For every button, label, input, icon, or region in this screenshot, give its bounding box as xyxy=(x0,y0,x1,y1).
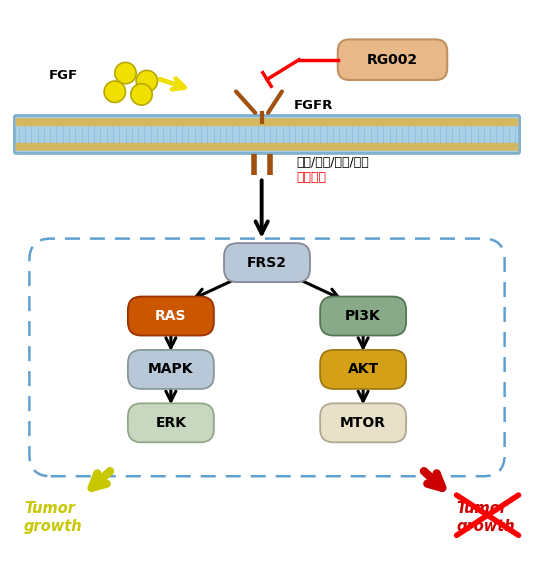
Text: PI3K: PI3K xyxy=(345,309,381,323)
Text: 融合/重排/突变/扩增: 融合/重排/突变/扩增 xyxy=(296,157,369,169)
Text: 耗药突变: 耗药突变 xyxy=(296,171,326,184)
Text: AKT: AKT xyxy=(348,363,379,377)
FancyBboxPatch shape xyxy=(320,297,406,336)
Text: FGF: FGF xyxy=(48,69,77,82)
Circle shape xyxy=(104,81,125,102)
Circle shape xyxy=(115,62,136,84)
FancyBboxPatch shape xyxy=(128,297,214,336)
FancyBboxPatch shape xyxy=(128,350,214,389)
Text: FGFR: FGFR xyxy=(294,99,333,112)
FancyBboxPatch shape xyxy=(14,116,520,154)
Text: MAPK: MAPK xyxy=(148,363,194,377)
FancyBboxPatch shape xyxy=(15,142,519,151)
Text: RG002: RG002 xyxy=(367,53,418,67)
Text: RAS: RAS xyxy=(155,309,186,323)
Text: ERK: ERK xyxy=(155,416,186,430)
FancyBboxPatch shape xyxy=(224,243,310,282)
Circle shape xyxy=(131,84,152,105)
Text: Tumor
growth: Tumor growth xyxy=(457,501,515,534)
FancyBboxPatch shape xyxy=(128,404,214,442)
Text: MTOR: MTOR xyxy=(340,416,386,430)
FancyBboxPatch shape xyxy=(320,404,406,442)
Text: FRS2: FRS2 xyxy=(247,256,287,270)
Circle shape xyxy=(136,71,158,92)
FancyBboxPatch shape xyxy=(337,39,447,80)
FancyBboxPatch shape xyxy=(320,350,406,389)
Text: Tumor
growth: Tumor growth xyxy=(24,501,83,534)
FancyBboxPatch shape xyxy=(15,118,519,126)
